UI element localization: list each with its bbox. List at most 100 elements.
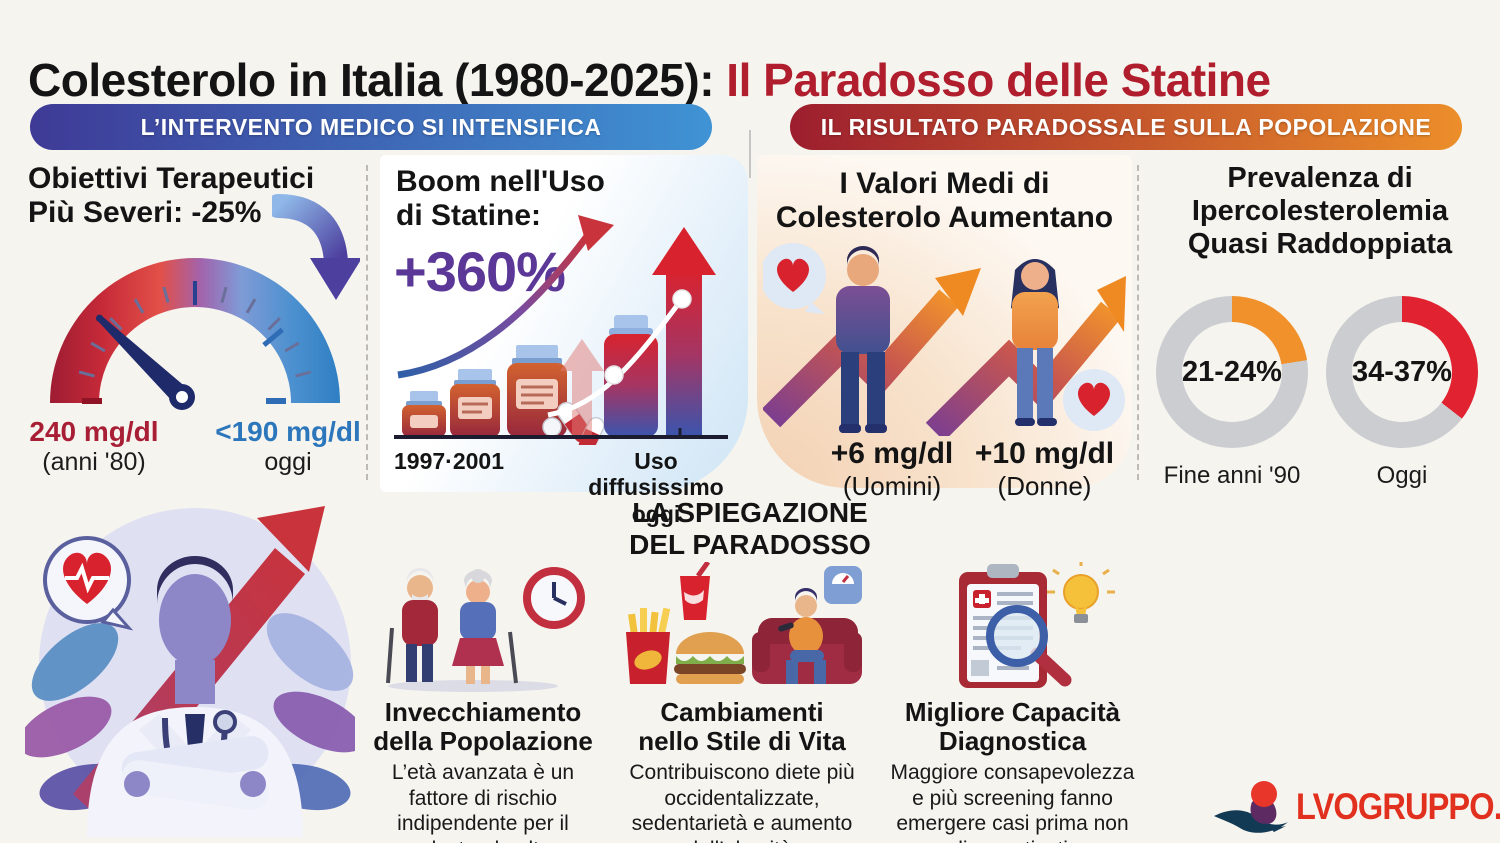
banner-medical-intervention: L’INTERVENTO MEDICO SI INTENSIFICA [30,104,712,150]
lifestyle-title: Cambiamenti nello Stile di Vita [618,697,866,757]
aging-body: L’età avanzata è un fattore di rischio i… [391,761,575,843]
gauge-needle [95,314,195,410]
rising-arrow-men [763,289,959,428]
explanation-heading-line1: LA SPIEGAZIONE [632,497,868,528]
curved-down-arrow-icon [272,194,360,300]
couch-man-icon [752,588,862,684]
elderly-man-figure [386,568,438,684]
gauge-new-target: <190 mg/dl oggi [208,416,368,477]
women-increase-caption: (Donne) [997,471,1092,501]
gauge-old-value: 240 mg/dl [29,416,159,447]
aging-title-line1: Invecchiamento [384,697,582,727]
heart-bubble-icon-right [1063,369,1125,431]
elderly-woman-figure [452,569,518,684]
section-average-values: I Valori Medi di Colesterolo Aumentano [757,155,1132,501]
statins-start-label: 1997·2001 [394,448,504,474]
targets-title-line2: Più Severi: -25% [28,195,262,229]
donut-today-value: 34-37% [1352,355,1452,388]
statins-end-label-line2: oggi [631,500,681,527]
values-title-line1: I Valori Medi di [839,167,1050,200]
women-increase-value: +10 mg/dl [974,437,1115,470]
man-figure [836,246,890,433]
page-title: Colesterolo in Italia (1980-2025): Il Pa… [28,53,1488,107]
donut-90s-value: 21-24% [1182,355,1282,388]
prevalence-title: Prevalenza di Ipercolesterolemia Quasi R… [1150,162,1490,261]
big-growth-arrow [652,227,716,437]
people-rising-arrows-illustration [763,243,1126,436]
gauge-new-value: <190 mg/dl [215,416,361,447]
aging-title: Invecchiamento della Popolazione [372,697,594,757]
soda-cup-icon [680,562,711,620]
values-title: I Valori Medi di Colesterolo Aumentano [757,167,1132,234]
explanation-item-diagnostics: Migliore Capacità Diagnostica Maggiore co… [890,560,1135,843]
fastfood-couch-icon [626,562,862,684]
page-title-black: Colesterolo in Italia (1980-2025): [28,53,715,106]
pill-bottle-xl-icon [604,315,658,437]
pill-bottle-medium-icon [450,369,500,437]
elderly-couple-icon [386,567,585,692]
wall-clock-icon [523,567,585,629]
explanation-heading: LA SPIEGAZIONE DEL PARADOSSO [560,497,940,561]
women-increase: +10 mg/dl (Donne) [962,437,1127,502]
burger-icon [674,632,746,684]
prevalence-title-line2: Ipercolesterolemia [1191,195,1449,228]
trend-curve-arrowhead [578,215,614,251]
clipboard-magnifier-icon [958,562,1115,688]
trend-curve [397,232,591,379]
dashed-divider-left [366,165,368,480]
lifestyle-title-line1: Cambiamenti [660,697,824,727]
fries-icon [626,607,671,684]
banner-paradoxical-result: IL RISULTATO PARADOSSALE SULLA POPOLAZIO… [790,104,1462,150]
lightbulb-icon [1046,562,1115,623]
values-title-line2: Colesterolo Aumentano [775,200,1114,234]
explanation-item-aging: Invecchiamento della Popolazione L’età av… [372,560,594,843]
prevalence-title-line1: Prevalenza di [1227,162,1413,194]
diagnostics-body: Maggiore consapevolezza e più screening … [890,761,1135,843]
diagnostics-title-line1: Migliore Capacità [904,697,1121,727]
heart-ecg-bubble-icon [43,536,134,631]
banner-divider-line [749,130,751,178]
lifestyle-body: Contribuiscono diete più occidentalizzat… [629,761,855,843]
doctor-figure [87,556,303,837]
pill-bottle-large-icon [507,345,567,437]
pill-bottle-small-icon [402,391,446,437]
donut-today-caption: Oggi [1376,462,1428,489]
gauge-target-tick [262,327,284,348]
cholesterol-gauge [50,258,340,410]
diagnostics-title-line2: Diagnostica [938,726,1087,757]
gauge-old-caption: (anni '80) [42,448,146,476]
explanation-item-lifestyle: Cambiamenti nello Stile di Vita Contribui… [618,560,866,843]
section-statin-boom: Boom nell'Uso di Statine: +360% [380,155,748,527]
explanation-heading-line2: DEL PARADOSSO [629,529,871,561]
lifestyle-title-line2: nello Stile di Vita [638,726,846,757]
gauge-arc [50,258,340,403]
men-increase: +6 mg/dl (Uomini) [812,437,972,502]
scale-icon [824,566,862,604]
men-increase-value: +6 mg/dl [830,437,954,470]
doctor-illustration [25,506,355,837]
statins-title-line1: Boom nell'Uso [396,165,605,198]
statins-title-line2: di Statine: [396,198,542,232]
targets-title-line1: Obiettivi Terapeutici [28,162,315,195]
statins-end-label: Uso diffusissimo oggi [576,448,736,527]
aging-title-line2: della Popolazione [373,726,593,757]
gauge-new-caption: oggi [264,448,312,476]
men-increase-caption: (Uomini) [842,471,942,501]
statins-end-label-line1: Uso diffusissimo [588,448,724,501]
donut-90s-caption: Fine anni '90 [1163,462,1301,489]
prevalence-title-line3: Quasi Raddoppiata [1187,228,1453,261]
section-prevalence: Prevalenza di Ipercolesterolemia Quasi R… [1150,158,1490,490]
ghost-arrow [560,339,604,437]
donut-chart-today: 34-37% [1326,296,1478,448]
dashed-divider-right [1137,165,1139,480]
donut-chart-90s: 21-24% [1156,296,1308,448]
statins-title: Boom nell'Uso di Statine: [396,165,605,232]
woman-figure [1011,259,1059,426]
brand-url[interactable]: LVOGRUPPO.COM [1296,786,1500,827]
brand-logo[interactable]: LVOGRUPPO.COM [1212,778,1500,836]
heart-bubble-icon-left [763,243,826,314]
magnifier-icon [985,605,1071,687]
targets-title: Obiettivi Terapeutici Più Severi: -25% [28,162,314,229]
statin-use-chart [394,215,728,445]
